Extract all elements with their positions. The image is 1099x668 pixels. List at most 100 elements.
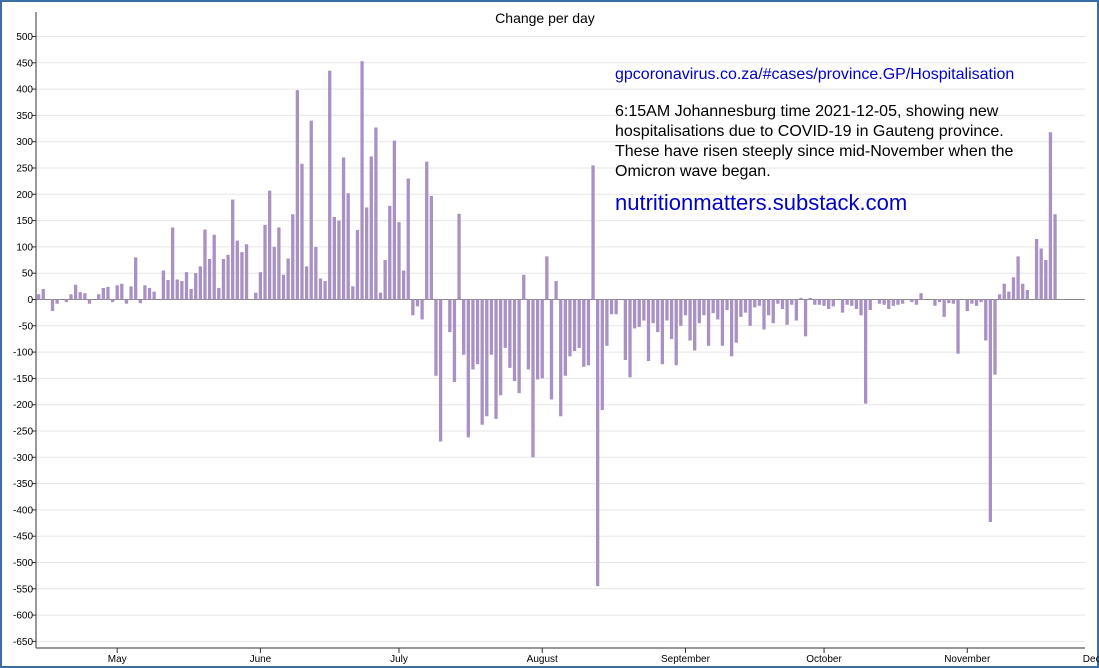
bar: [69, 294, 73, 300]
bar: [646, 299, 651, 362]
bar: [919, 293, 923, 300]
bar: [175, 279, 179, 300]
bar: [739, 299, 743, 317]
bar: [152, 291, 156, 300]
bar: [572, 299, 577, 352]
bar: [360, 61, 364, 300]
bar: [328, 70, 332, 300]
bar: [582, 299, 586, 367]
bar: [106, 286, 110, 300]
bar: [803, 299, 808, 337]
bar: [207, 259, 212, 300]
bar: [979, 299, 983, 303]
bar: [683, 299, 688, 316]
bar: [702, 299, 706, 316]
bar: [397, 222, 401, 300]
bar: [425, 161, 429, 300]
bar: [771, 299, 775, 324]
y-tick-label: 500: [16, 32, 33, 43]
bar: [868, 299, 872, 311]
bar: [115, 285, 119, 300]
bar: [637, 299, 641, 327]
bar: [540, 299, 544, 379]
y-tick-label: -500: [13, 558, 33, 569]
bar: [882, 299, 886, 305]
bar: [1044, 260, 1048, 300]
bar: [97, 294, 101, 300]
bar: [406, 178, 410, 300]
source-url-link[interactable]: gpcoronavirus.co.za/#cases/province.GP/H…: [615, 66, 1015, 83]
bar: [614, 299, 618, 315]
bar: [697, 299, 701, 324]
bar: [716, 299, 720, 320]
bar: [762, 299, 766, 330]
bar: [78, 292, 82, 300]
bar: [665, 299, 669, 321]
bar: [50, 299, 55, 312]
bar: [651, 299, 655, 324]
bar: [734, 299, 738, 343]
bar: [1039, 248, 1043, 300]
chart-title: Change per day: [495, 10, 595, 26]
bar: [609, 299, 614, 315]
bar: [110, 299, 115, 303]
bar: [974, 299, 979, 306]
bar: [730, 299, 734, 357]
bar: [244, 244, 249, 300]
bar: [314, 246, 318, 300]
bar: [221, 259, 226, 300]
bar: [632, 299, 637, 329]
bar: [466, 299, 470, 438]
bar: [790, 299, 794, 305]
bar: [489, 299, 494, 355]
bar: [499, 299, 503, 396]
bar: [277, 227, 281, 300]
bar: [300, 163, 304, 300]
bar: [272, 246, 276, 300]
y-tick-label: -150: [13, 374, 33, 385]
bar: [374, 127, 378, 300]
bar: [286, 258, 290, 300]
bar: [388, 205, 392, 300]
bar: [83, 293, 87, 300]
bar: [87, 299, 92, 304]
bar: [877, 299, 882, 304]
bar: [780, 299, 785, 309]
bar: [457, 213, 461, 300]
bar: [656, 299, 660, 333]
bar: [129, 286, 133, 300]
bar: [462, 299, 466, 355]
bar: [688, 299, 692, 341]
bar: [309, 120, 313, 300]
bar: [369, 156, 373, 300]
bar: [346, 193, 350, 300]
substack-link[interactable]: nutritionmatters.substack.com: [615, 190, 908, 215]
bar: [281, 274, 286, 300]
bar: [411, 299, 415, 316]
bar: [235, 240, 239, 300]
bar: [845, 299, 849, 305]
bar: [351, 286, 355, 300]
y-tick-label: -250: [13, 427, 33, 438]
bar: [850, 299, 854, 306]
bar: [711, 299, 715, 314]
bar: [799, 297, 803, 300]
bar: [794, 299, 798, 321]
bar: [512, 299, 517, 382]
bar: [291, 214, 295, 300]
bar: [785, 299, 789, 325]
bar: [965, 299, 969, 312]
bar: [642, 299, 646, 321]
x-tick-label: July: [390, 654, 408, 665]
bar: [1007, 291, 1011, 300]
bar: [231, 199, 235, 300]
y-tick-label: -550: [13, 584, 33, 595]
bar: [535, 299, 540, 380]
bar: [660, 299, 664, 365]
bar: [896, 299, 900, 305]
bar: [831, 299, 835, 307]
y-tick-label: -350: [13, 479, 33, 490]
bar: [887, 299, 891, 309]
bar: [900, 299, 905, 304]
bar: [415, 299, 420, 307]
